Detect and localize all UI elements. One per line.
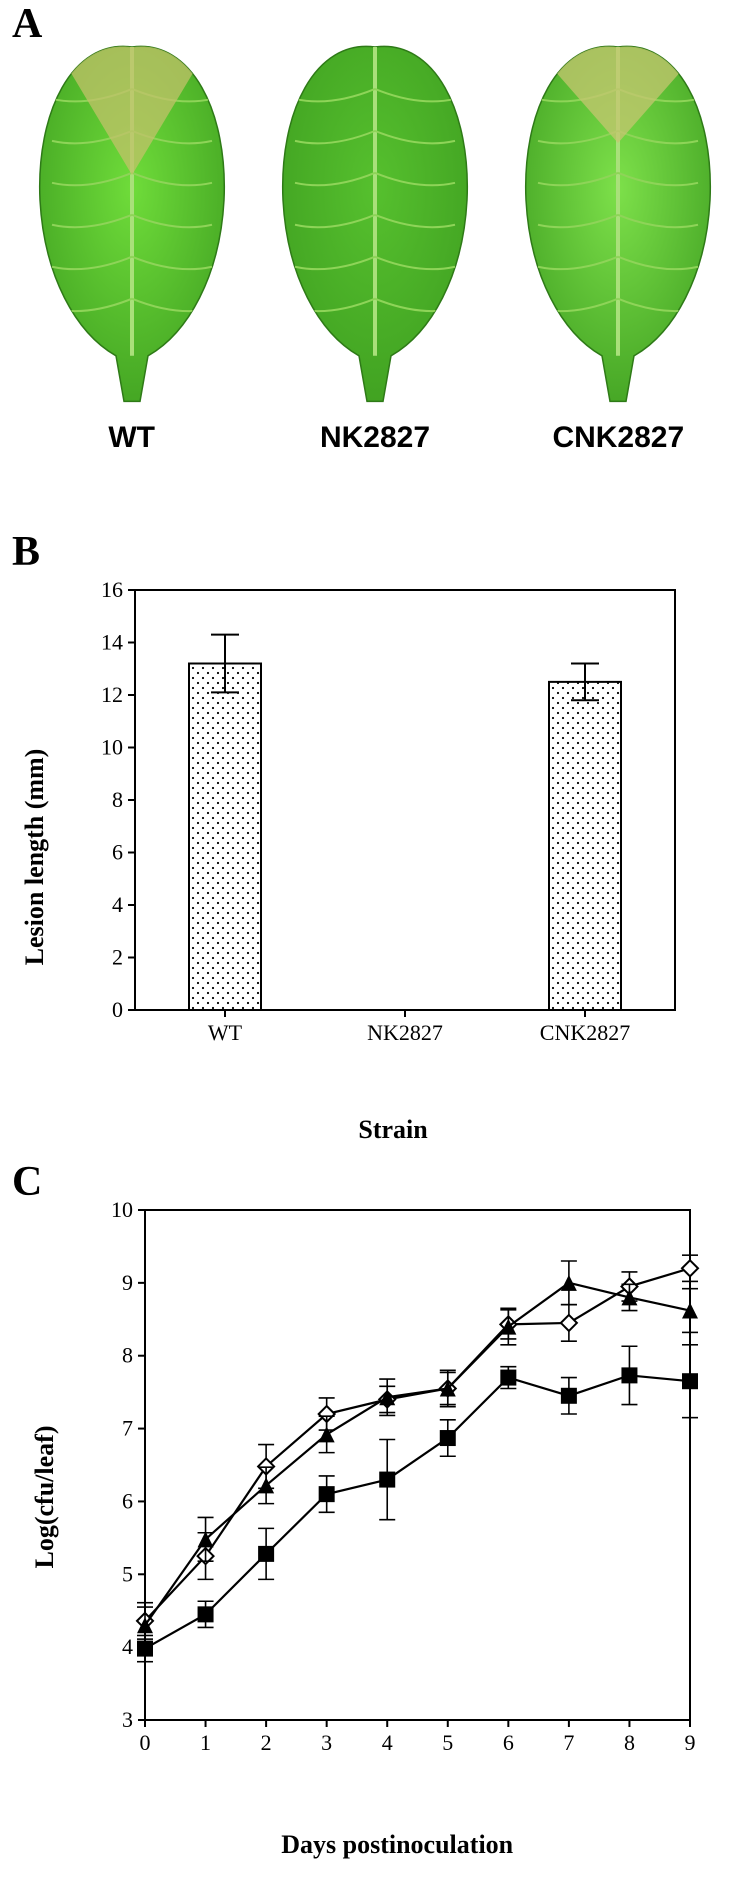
leaf-WT-icon	[32, 29, 232, 409]
panel-b-y-axis-label: Lesion length (mm)	[20, 749, 50, 966]
panel-b-x-axis-label: Strain	[358, 1115, 427, 1145]
panel-b: B 0 2 4 6 8 10 12 14 16 WT NK2827 CNK2827 Lesion le…	[0, 530, 750, 1160]
svg-text:14: 14	[101, 630, 123, 655]
svg-text:8: 8	[112, 787, 123, 812]
svg-text:NK2827: NK2827	[367, 1020, 443, 1045]
leaf-group-WT: WT	[17, 29, 247, 455]
svg-text:3: 3	[321, 1730, 332, 1755]
svg-text:1: 1	[200, 1730, 211, 1755]
bar-chart-lesion-length: 0246810121416WTNK2827CNK2827 Lesion leng…	[75, 580, 725, 1140]
svg-text:2: 2	[261, 1730, 272, 1755]
leaf-caption-NK2827: NK2827	[320, 421, 430, 455]
panel-c-x-axis-label: Days postinoculation	[281, 1830, 513, 1860]
leaf-caption-CNK2827: CNK2827	[552, 421, 684, 455]
panel-c-y-axis-label: Log(cfu/leaf)	[30, 1426, 60, 1569]
leaf-group-NK2827: NK2827	[260, 29, 490, 455]
svg-text:4: 4	[382, 1730, 393, 1755]
panel-c-label: C	[12, 1158, 42, 1206]
panel-a: A WT	[0, 0, 750, 530]
svg-text:16: 16	[101, 580, 123, 602]
leaf-NK2827-icon	[275, 29, 475, 409]
leaf-group-CNK2827: CNK2827	[503, 29, 733, 455]
panel-c: C 3 4 5 6 7 8 9 10 0 1 2 3 4 5 6 7 8 9 Log(cfu/leaf) Days…	[0, 1160, 750, 1900]
svg-text:3: 3	[122, 1707, 133, 1732]
panel-a-label: A	[12, 0, 42, 48]
svg-text:CNK2827: CNK2827	[540, 1020, 630, 1045]
line-chart-growth: 3456789100123456789 Log(cfu/leaf) Days p…	[90, 1200, 730, 1860]
leaf-CNK2827-icon	[518, 29, 718, 409]
svg-text:5: 5	[122, 1561, 133, 1586]
svg-text:12: 12	[101, 682, 123, 707]
svg-text:9: 9	[122, 1270, 133, 1295]
svg-text:7: 7	[563, 1730, 574, 1755]
line-chart-svg: 3 4 5 6 7 8 9 10 0 1 2 3 4 5 6 7 8 9	[90, 1200, 710, 1800]
svg-text:WT: WT	[208, 1020, 243, 1045]
panel-b-label: B	[12, 528, 40, 576]
svg-text:0: 0	[112, 997, 123, 1022]
leaf-caption-WT: WT	[108, 421, 155, 455]
svg-text:10: 10	[101, 735, 123, 760]
svg-text:9: 9	[685, 1730, 696, 1755]
svg-text:8: 8	[624, 1730, 635, 1755]
svg-text:6: 6	[122, 1488, 133, 1513]
leaf-row: WT NK2827	[0, 35, 750, 455]
svg-text:4: 4	[112, 892, 123, 917]
svg-text:6: 6	[503, 1730, 514, 1755]
svg-text:2: 2	[112, 945, 123, 970]
svg-text:8: 8	[122, 1343, 133, 1368]
svg-text:10: 10	[111, 1200, 133, 1222]
svg-text:7: 7	[122, 1416, 133, 1441]
scientific-figure: A WT	[0, 0, 750, 1900]
svg-text:4: 4	[122, 1634, 133, 1659]
bar-chart-svg: 0 2 4 6 8 10 12 14 16 WT NK2827 CNK2827	[75, 580, 695, 1090]
svg-text:5: 5	[442, 1730, 453, 1755]
svg-text:0: 0	[140, 1730, 151, 1755]
svg-text:6: 6	[112, 840, 123, 865]
